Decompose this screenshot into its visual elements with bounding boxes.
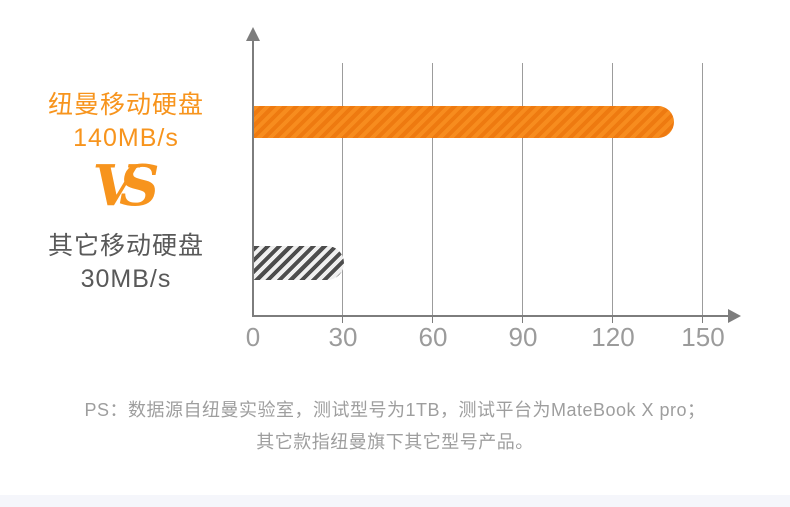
tick-label-150: 150 — [681, 322, 725, 352]
tick-label-90: 90 — [508, 322, 538, 352]
series2-name: 其它移动硬盘 — [47, 232, 204, 260]
series1-name: 纽曼移动硬盘 — [47, 91, 204, 119]
series1-value: 140MB/s — [73, 124, 179, 152]
tick-label-120: 120 — [591, 322, 635, 352]
tickmark-60 — [432, 317, 433, 323]
bottom-accent-bar — [0, 495, 790, 507]
gridline-90 — [522, 63, 523, 316]
series2-label: 其它移动硬盘 30MB/s — [15, 230, 237, 296]
y-axis-arrow-icon — [246, 27, 260, 41]
series2-value: 30MB/s — [80, 265, 172, 293]
gridline-120 — [612, 63, 613, 316]
vs-logo: VS — [92, 153, 159, 219]
tickmark-30 — [342, 317, 343, 323]
tickmark-120 — [612, 317, 613, 323]
tick-label-0: 0 — [245, 322, 261, 352]
footnote-line1: PS：数据源自纽曼实验室，测试型号为1TB，测试平台为MateBook X pr… — [84, 400, 706, 420]
gridline-60 — [432, 63, 433, 316]
gridline-150 — [702, 63, 703, 316]
bar-other-drives — [254, 246, 344, 280]
tick-label-30: 30 — [328, 322, 358, 352]
gridline-30 — [342, 63, 343, 316]
bar-newman-drive — [254, 106, 674, 138]
tickmark-90 — [522, 317, 523, 323]
footnote-line2: 其它款指纽曼旗下其它型号产品。 — [256, 432, 534, 452]
tick-label-60: 60 — [418, 322, 448, 352]
series1-label: 纽曼移动硬盘 140MB/s — [15, 89, 237, 155]
y-axis-line — [252, 40, 254, 317]
x-axis-arrow-icon — [728, 309, 741, 323]
x-axis-line — [252, 315, 730, 317]
footnote: PS：数据源自纽曼实验室，测试型号为1TB，测试平台为MateBook X pr… — [0, 394, 790, 458]
tickmark-150 — [702, 317, 703, 323]
